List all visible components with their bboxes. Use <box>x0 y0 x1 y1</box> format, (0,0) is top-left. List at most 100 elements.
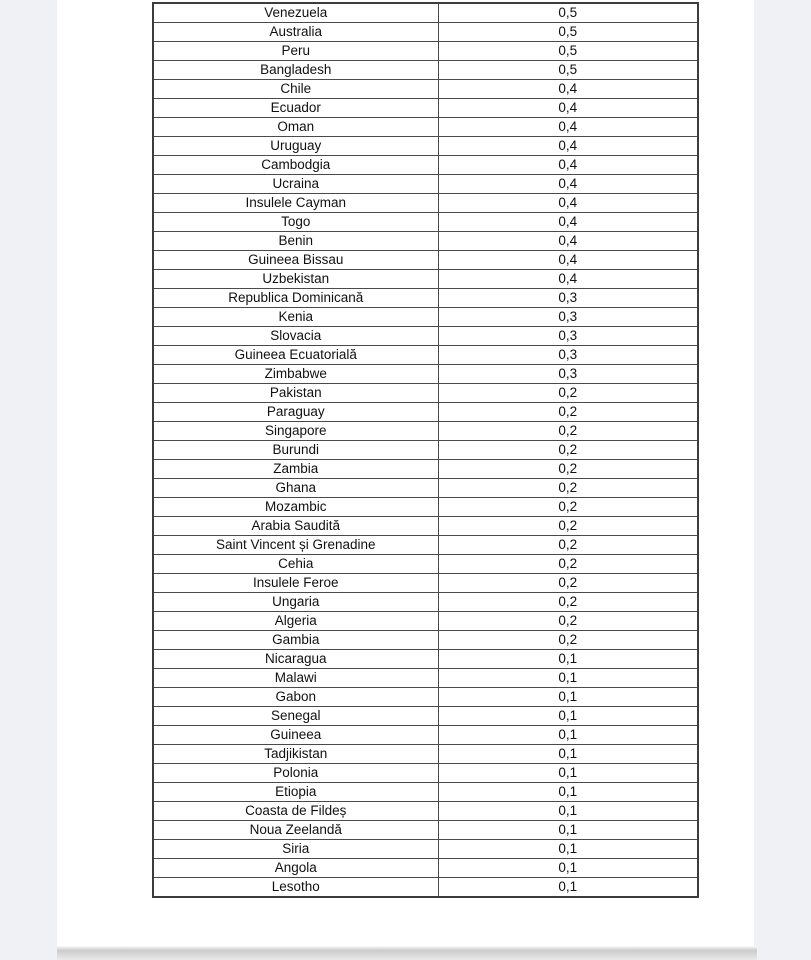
value-cell: 0,4 <box>437 117 699 137</box>
value-cell: 0,1 <box>437 763 699 783</box>
value-cell: 0,1 <box>437 649 699 669</box>
value-cell: 0,3 <box>437 326 699 346</box>
table-row: Mozambic 0,2 <box>152 497 699 517</box>
table-body: Venezuela 0,5 Australia 0,5 Peru 0,5 Banglades… <box>152 2 699 898</box>
value-cell: 0,1 <box>437 668 699 688</box>
value-cell: 0,5 <box>437 22 699 42</box>
country-cell: Venezuela <box>152 2 439 23</box>
country-cell: Cehia <box>152 554 439 574</box>
table-row: Chile 0,4 <box>152 79 699 99</box>
country-cell: Coasta de Fildeș <box>152 801 439 821</box>
value-cell: 0,2 <box>437 440 699 460</box>
table-row: Pakistan 0,2 <box>152 383 699 403</box>
table-row: Burundi 0,2 <box>152 440 699 460</box>
country-cell: Oman <box>152 117 439 137</box>
value-cell: 0,1 <box>437 820 699 840</box>
value-cell: 0,2 <box>437 516 699 536</box>
country-value-table: Venezuela 0,5 Australia 0,5 Peru 0,5 Banglades… <box>152 2 699 898</box>
value-cell: 0,1 <box>437 782 699 802</box>
country-cell: Saint Vincent și Grenadine <box>152 535 439 555</box>
value-cell: 0,1 <box>437 858 699 878</box>
table-row: Arabia Saudită 0,2 <box>152 516 699 536</box>
country-cell: Kenia <box>152 307 439 327</box>
table-row: Gambia 0,2 <box>152 630 699 650</box>
country-cell: Guineea Ecuatorială <box>152 345 439 365</box>
table-row: Senegal 0,1 <box>152 706 699 726</box>
country-cell: Ungaria <box>152 592 439 612</box>
table-row: Ungaria 0,2 <box>152 592 699 612</box>
value-cell: 0,2 <box>437 630 699 650</box>
table-row: Insulele Cayman 0,4 <box>152 193 699 213</box>
country-cell: Gabon <box>152 687 439 707</box>
table-row: Guineea Bissau 0,4 <box>152 250 699 270</box>
country-cell: Angola <box>152 858 439 878</box>
country-cell: Ghana <box>152 478 439 498</box>
table-row: Zambia 0,2 <box>152 459 699 479</box>
value-cell: 0,2 <box>437 573 699 593</box>
table-row: Singapore 0,2 <box>152 421 699 441</box>
value-cell: 0,4 <box>437 212 699 232</box>
value-cell: 0,4 <box>437 269 699 289</box>
value-cell: 0,2 <box>437 554 699 574</box>
country-cell: Republica Dominicană <box>152 288 439 308</box>
country-cell: Zambia <box>152 459 439 479</box>
value-cell: 0,3 <box>437 364 699 384</box>
table-row: Cambodgia 0,4 <box>152 155 699 175</box>
value-cell: 0,2 <box>437 383 699 403</box>
table-row: Ecuador 0,4 <box>152 98 699 118</box>
value-cell: 0,4 <box>437 136 699 156</box>
table-row: Coasta de Fildeș 0,1 <box>152 801 699 821</box>
value-cell: 0,4 <box>437 250 699 270</box>
table-row: Insulele Feroe 0,2 <box>152 573 699 593</box>
table-row: Zimbabwe 0,3 <box>152 364 699 384</box>
country-cell: Gambia <box>152 630 439 650</box>
value-cell: 0,1 <box>437 706 699 726</box>
value-cell: 0,2 <box>437 535 699 555</box>
table-row: Tadjikistan 0,1 <box>152 744 699 764</box>
country-cell: Burundi <box>152 440 439 460</box>
table-row: Lesotho 0,1 <box>152 877 699 898</box>
value-cell: 0,2 <box>437 402 699 422</box>
country-cell: Uruguay <box>152 136 439 156</box>
country-cell: Senegal <box>152 706 439 726</box>
country-cell: Guineea <box>152 725 439 745</box>
table-row: Uruguay 0,4 <box>152 136 699 156</box>
page-bottom-edge-shadow <box>57 946 757 960</box>
table-row: Polonia 0,1 <box>152 763 699 783</box>
country-cell: Uzbekistan <box>152 269 439 289</box>
country-cell: Insulele Feroe <box>152 573 439 593</box>
value-cell: 0,4 <box>437 174 699 194</box>
value-cell: 0,2 <box>437 611 699 631</box>
value-cell: 0,2 <box>437 421 699 441</box>
country-cell: Malawi <box>152 668 439 688</box>
country-cell: Arabia Saudită <box>152 516 439 536</box>
value-cell: 0,2 <box>437 497 699 517</box>
country-cell: Zimbabwe <box>152 364 439 384</box>
table-row: Siria 0,1 <box>152 839 699 859</box>
value-cell: 0,1 <box>437 744 699 764</box>
table-row: Venezuela 0,5 <box>152 2 699 23</box>
country-cell: Etiopia <box>152 782 439 802</box>
table-row: Gabon 0,1 <box>152 687 699 707</box>
value-cell: 0,1 <box>437 877 699 898</box>
country-cell: Pakistan <box>152 383 439 403</box>
table-row: Nicaragua 0,1 <box>152 649 699 669</box>
left-gutter <box>0 0 57 960</box>
value-cell: 0,3 <box>437 288 699 308</box>
country-cell: Nicaragua <box>152 649 439 669</box>
table-row: Angola 0,1 <box>152 858 699 878</box>
table-row: Uzbekistan 0,4 <box>152 269 699 289</box>
country-cell: Mozambic <box>152 497 439 517</box>
country-cell: Paraguay <box>152 402 439 422</box>
table-row: Noua Zeelandă 0,1 <box>152 820 699 840</box>
table-row: Paraguay 0,2 <box>152 402 699 422</box>
table-row: Etiopia 0,1 <box>152 782 699 802</box>
country-cell: Insulele Cayman <box>152 193 439 213</box>
value-cell: 0,5 <box>437 2 699 23</box>
country-cell: Cambodgia <box>152 155 439 175</box>
value-cell: 0,4 <box>437 98 699 118</box>
country-cell: Slovacia <box>152 326 439 346</box>
country-cell: Ecuador <box>152 98 439 118</box>
table-row: Oman 0,4 <box>152 117 699 137</box>
table-row: Bangladesh 0,5 <box>152 60 699 80</box>
